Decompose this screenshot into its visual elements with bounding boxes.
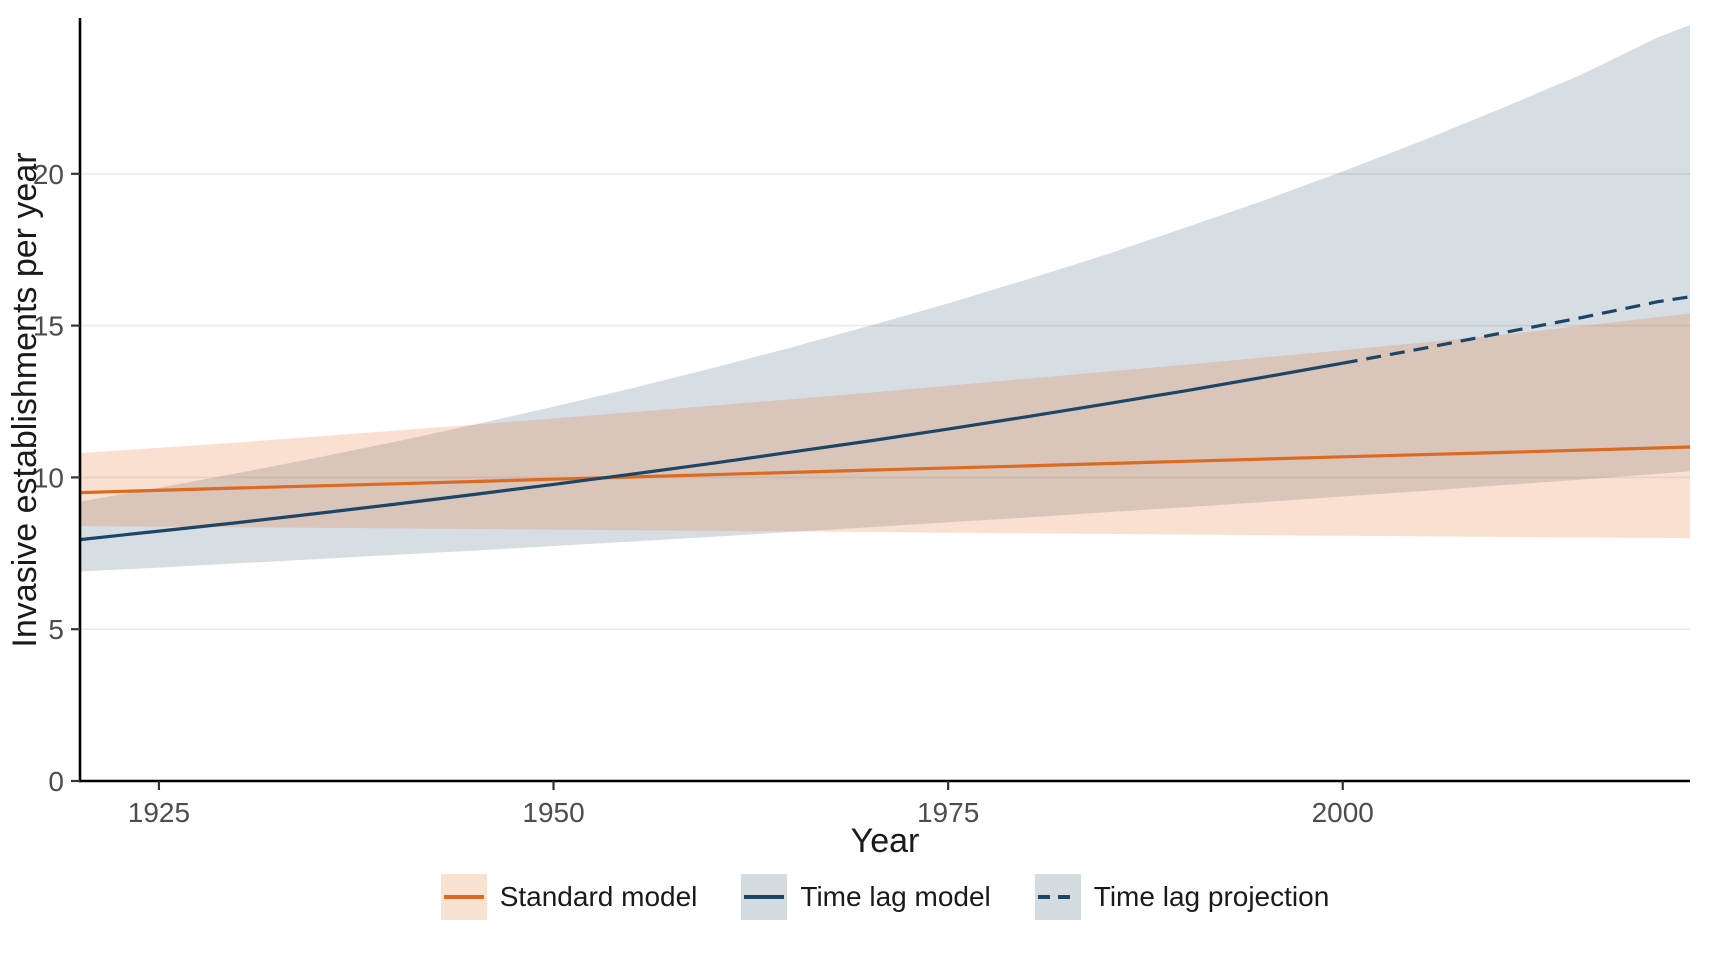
x-tick-label-1975: 1975 bbox=[917, 797, 979, 828]
y-tick-label-5: 5 bbox=[48, 614, 64, 645]
line-standard-model bbox=[80, 445, 1691, 495]
chart-legend: Standard model Time lag model Time lag pro… bbox=[26, 874, 1718, 920]
ribbon-time-lag-model-95-ci bbox=[80, 25, 1690, 572]
grid-layer bbox=[80, 173, 1690, 631]
y-tick-label-0: 0 bbox=[48, 766, 64, 797]
legend-key-swatch bbox=[1034, 874, 1081, 920]
x-tick-label-2000: 2000 bbox=[1312, 797, 1374, 828]
ribbon-layer bbox=[80, 25, 1690, 572]
y-tick-label-10: 10 bbox=[33, 462, 64, 493]
legend-label: Time lag projection bbox=[1093, 881, 1330, 912]
legend-key-swatch bbox=[741, 874, 788, 920]
axis-layer bbox=[78, 18, 1690, 783]
legend-item-time-lag-model: Time lag model bbox=[741, 874, 991, 920]
legend-line-icon bbox=[744, 895, 785, 899]
legend-item-standard-model: Standard model bbox=[440, 874, 698, 920]
y-tick-label-15: 15 bbox=[33, 311, 64, 342]
legend-key-swatch bbox=[440, 874, 487, 920]
y-tick-label-20: 20 bbox=[33, 159, 64, 190]
series-layer bbox=[80, 295, 1691, 542]
x-tick-label-1925: 1925 bbox=[128, 797, 190, 828]
line-time-lag-model bbox=[80, 361, 1343, 542]
y-axis-title: Invasive establishments per year bbox=[6, 152, 44, 647]
legend-label: Time lag model bbox=[800, 881, 991, 912]
x-axis-title: Year bbox=[851, 822, 920, 860]
line-time-lag-projection bbox=[1342, 295, 1691, 365]
legend-label: Standard model bbox=[499, 881, 698, 912]
legend-item-time-lag-projection: Time lag projection bbox=[1034, 874, 1330, 920]
legend-line-icon bbox=[443, 895, 484, 899]
x-tick-label-1950: 1950 bbox=[522, 797, 584, 828]
legend-dashed-line-icon bbox=[1037, 895, 1078, 899]
tick-layer: 0 5 10 15 20 1925 1950 1975 2000 bbox=[33, 159, 1374, 828]
